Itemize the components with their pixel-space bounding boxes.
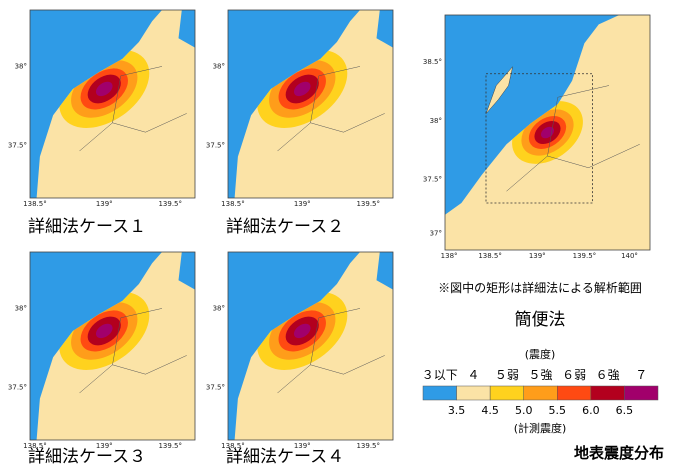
- legend-swatch: [590, 385, 625, 401]
- x-tick-label: 139.5°: [158, 200, 182, 208]
- x-tick-label: 138.5°: [221, 442, 245, 450]
- figure-title: 地表震度分布: [574, 444, 664, 462]
- y-tick-label: 38°: [15, 62, 27, 70]
- frame: [227, 251, 394, 441]
- zone: [95, 323, 113, 339]
- x-tick-label: 139.5°: [573, 252, 597, 260]
- y-tick-label: 38.5°: [423, 58, 442, 66]
- x-tick-label: 138.5°: [23, 200, 47, 208]
- map-caption: 詳細法ケース１: [28, 217, 146, 237]
- zone: [95, 81, 113, 97]
- y-tick-label: 37.5°: [8, 141, 27, 149]
- legend-intensity: ７: [635, 368, 647, 382]
- legend-intensity: ３以下: [422, 368, 458, 382]
- legend-title: (震度): [525, 347, 556, 361]
- legend-swatch: [557, 385, 592, 401]
- legend-intensity: ６弱: [562, 368, 586, 382]
- legend-intensity: ５強: [528, 368, 552, 382]
- x-tick-label: 139.5°: [356, 442, 380, 450]
- frame: [29, 9, 196, 199]
- x-tick-label: 139°: [96, 200, 113, 208]
- note: ※図中の矩形は詳細法による解析範囲: [438, 280, 642, 295]
- legend-swatch: [422, 385, 457, 401]
- legend-measured-value: 5.5: [549, 404, 567, 417]
- legend-swatch: [456, 385, 491, 401]
- legend-measured-value: 4.5: [481, 404, 499, 417]
- x-tick-label: 139°: [529, 252, 546, 260]
- x-tick-label: 140°: [621, 252, 638, 260]
- legend-swatch: [489, 385, 524, 401]
- map-caption: 詳細法ケース４: [226, 447, 344, 467]
- x-tick-label: 138°: [441, 252, 458, 260]
- frame: [29, 251, 196, 441]
- legend-measured-value: 6.0: [582, 404, 600, 417]
- x-tick-label: 138.5°: [221, 200, 245, 208]
- x-tick-label: 139.5°: [158, 442, 182, 450]
- legend-measured-value: 5.0: [515, 404, 533, 417]
- map-caption: 詳細法ケース３: [28, 447, 146, 467]
- y-tick-label: 37.5°: [423, 176, 442, 184]
- frame: [444, 14, 651, 251]
- x-tick-label: 138.5°: [478, 252, 502, 260]
- y-tick-label: 37.5°: [206, 141, 225, 149]
- sado-island: [485, 66, 513, 114]
- frame: [227, 9, 394, 199]
- zone: [293, 323, 311, 339]
- border-lines: [79, 66, 187, 152]
- legend-intensity: ４: [467, 368, 479, 382]
- legend-intensity: ６強: [596, 368, 620, 382]
- y-tick-label: 38°: [430, 117, 442, 125]
- border-lines: [79, 308, 187, 394]
- intensity-zones: [257, 49, 348, 128]
- border-lines: [277, 66, 385, 152]
- legend-measured-value: 6.5: [616, 404, 634, 417]
- y-tick-label: 37.5°: [8, 383, 27, 391]
- y-tick-label: 38°: [213, 304, 225, 312]
- x-tick-label: 139°: [294, 200, 311, 208]
- x-tick-label: 139°: [294, 442, 311, 450]
- y-tick-label: 38°: [15, 304, 27, 312]
- zone: [540, 126, 555, 139]
- x-tick-label: 138.5°: [23, 442, 47, 450]
- y-tick-label: 37°: [430, 230, 442, 238]
- legend-swatch: [523, 385, 558, 401]
- zone: [293, 81, 311, 97]
- legend-measured-title: (計測震度): [514, 421, 567, 435]
- legend-swatch: [624, 385, 659, 401]
- analysis-range: [485, 73, 593, 204]
- y-tick-label: 38°: [213, 62, 225, 70]
- map-caption: 詳細法ケース２: [226, 217, 344, 237]
- border-lines: [277, 308, 385, 394]
- legend-intensity: ５弱: [495, 368, 519, 382]
- legend-measured-value: 3.5: [448, 404, 466, 417]
- x-tick-label: 139.5°: [356, 200, 380, 208]
- border-lines: [506, 85, 640, 192]
- y-tick-label: 37.5°: [206, 383, 225, 391]
- x-tick-label: 139°: [96, 442, 113, 450]
- simple-map-title: 簡便法: [515, 310, 566, 330]
